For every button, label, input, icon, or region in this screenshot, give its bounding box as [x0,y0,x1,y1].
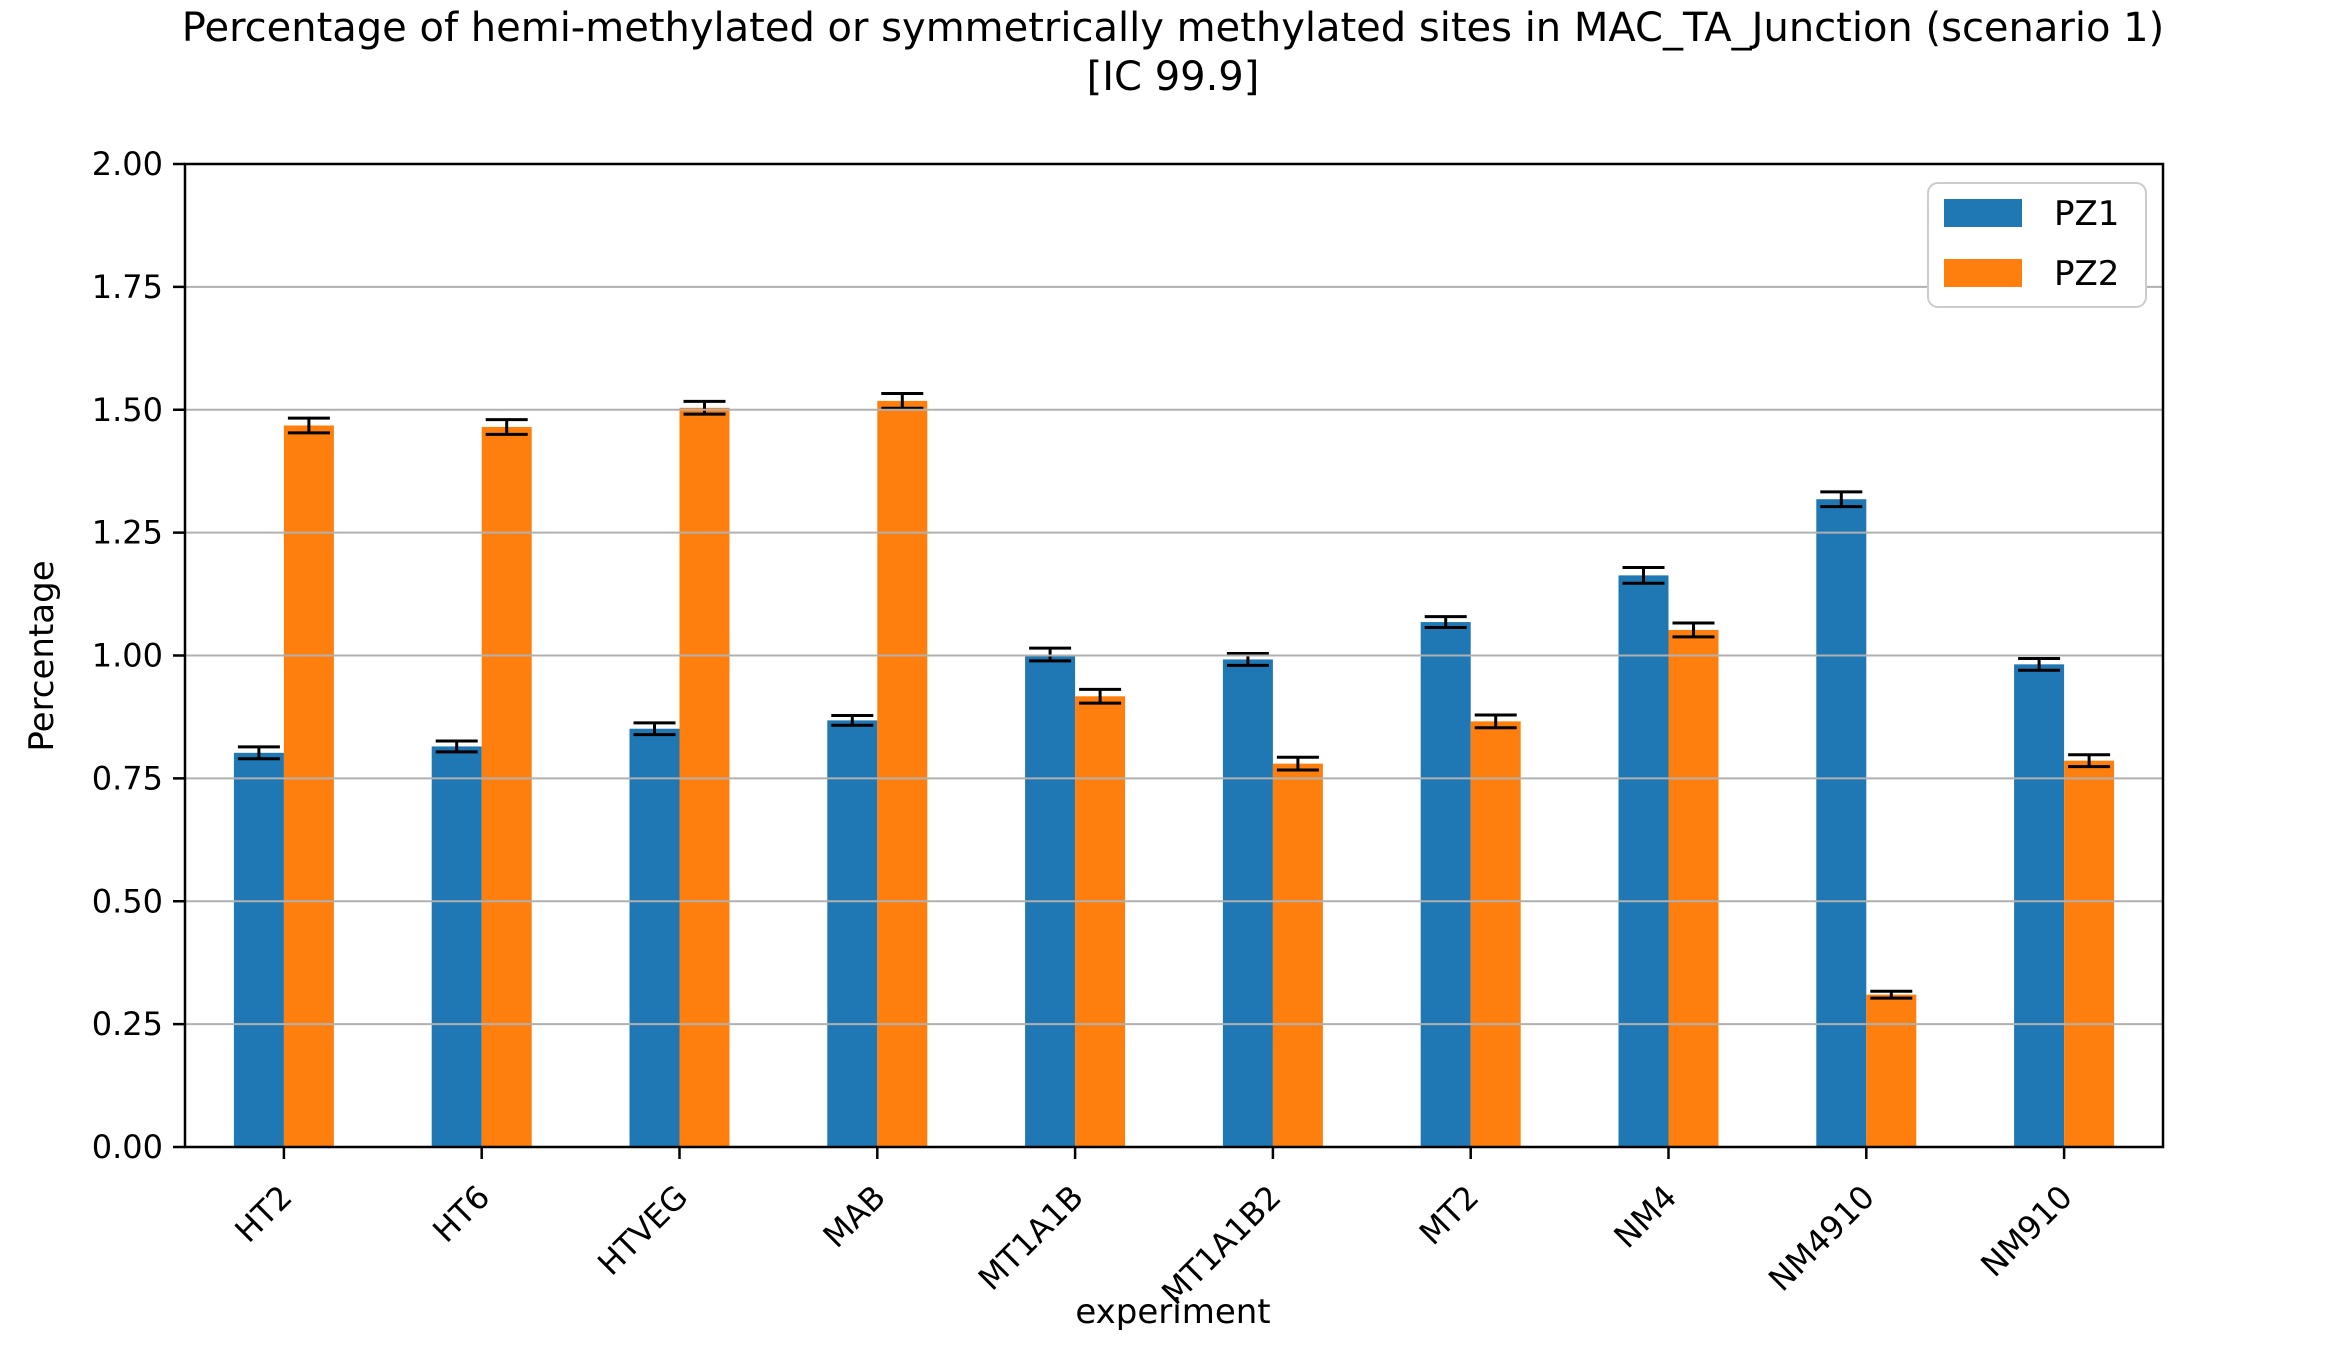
legend-swatch-PZ2 [1944,259,2022,287]
y-tick-label-0.25: 0.25 [92,1005,163,1043]
y-tick-label-1.75: 1.75 [92,268,163,306]
y-tick-label-0.50: 0.50 [92,882,163,920]
bar-PZ2-NM910 [2064,760,2115,1147]
y-tick-label-0.75: 0.75 [92,759,163,797]
x-tick-label-MT1A1B: MT1A1B [971,1178,1091,1298]
bar-PZ1-HT6 [431,746,482,1147]
x-axis-label: experiment [1075,1292,1271,1332]
bar-PZ2-HT6 [481,426,532,1147]
bar-PZ2-MT2 [1470,721,1521,1147]
bar-PZ2-NM4910 [1866,994,1917,1147]
bar-PZ2-NM4 [1668,629,1719,1147]
bar-PZ2-MT1A1B [1075,696,1126,1147]
legend-swatch-PZ1 [1944,199,2022,227]
x-tick-label-HT6: HT6 [425,1178,497,1250]
chart-title-line2: [IC 99.9] [1086,53,1260,100]
y-tick-label-1.50: 1.50 [92,391,163,429]
bar-PZ1-NM910 [2014,664,2065,1147]
x-tick-label-HTVEG: HTVEG [590,1178,695,1283]
bar-PZ1-HTVEG [629,728,680,1147]
y-axis-label: Percentage [22,560,62,752]
y-tick-label-0.00: 0.00 [92,1128,163,1166]
bar-PZ2-MT1A1B2 [1272,763,1323,1147]
legend-label-PZ1: PZ1 [2054,194,2119,234]
bar-PZ2-MAB [877,400,928,1147]
y-tick-label-1.25: 1.25 [92,514,163,552]
bar-PZ1-MT1A1B2 [1222,659,1273,1147]
y-tick-label-1.00: 1.00 [92,637,163,675]
bar-PZ1-MT2 [1420,622,1471,1147]
chart-title-line1: Percentage of hemi-methylated or symmetr… [181,5,2165,51]
x-tick-label-MAB: MAB [816,1178,893,1255]
chart-title: Percentage of hemi-methylated or symmetr… [0,4,2346,102]
bar-PZ1-MAB [827,720,878,1147]
y-tick-label-2.00: 2.00 [92,145,163,183]
x-tick-label-MT2: MT2 [1412,1178,1487,1253]
bar-PZ1-HT2 [233,752,284,1147]
bar-PZ1-NM4 [1618,575,1669,1147]
bar-PZ1-NM4910 [1816,499,1867,1147]
x-tick-label-NM910: NM910 [1973,1178,2080,1285]
x-tick-label-NM4: NM4 [1606,1178,1684,1256]
x-tick-label-NM4910: NM4910 [1761,1178,1882,1299]
bar-PZ2-HT2 [283,425,334,1147]
x-tick-label-HT2: HT2 [227,1178,299,1250]
legend-label-PZ2: PZ2 [2054,254,2119,294]
